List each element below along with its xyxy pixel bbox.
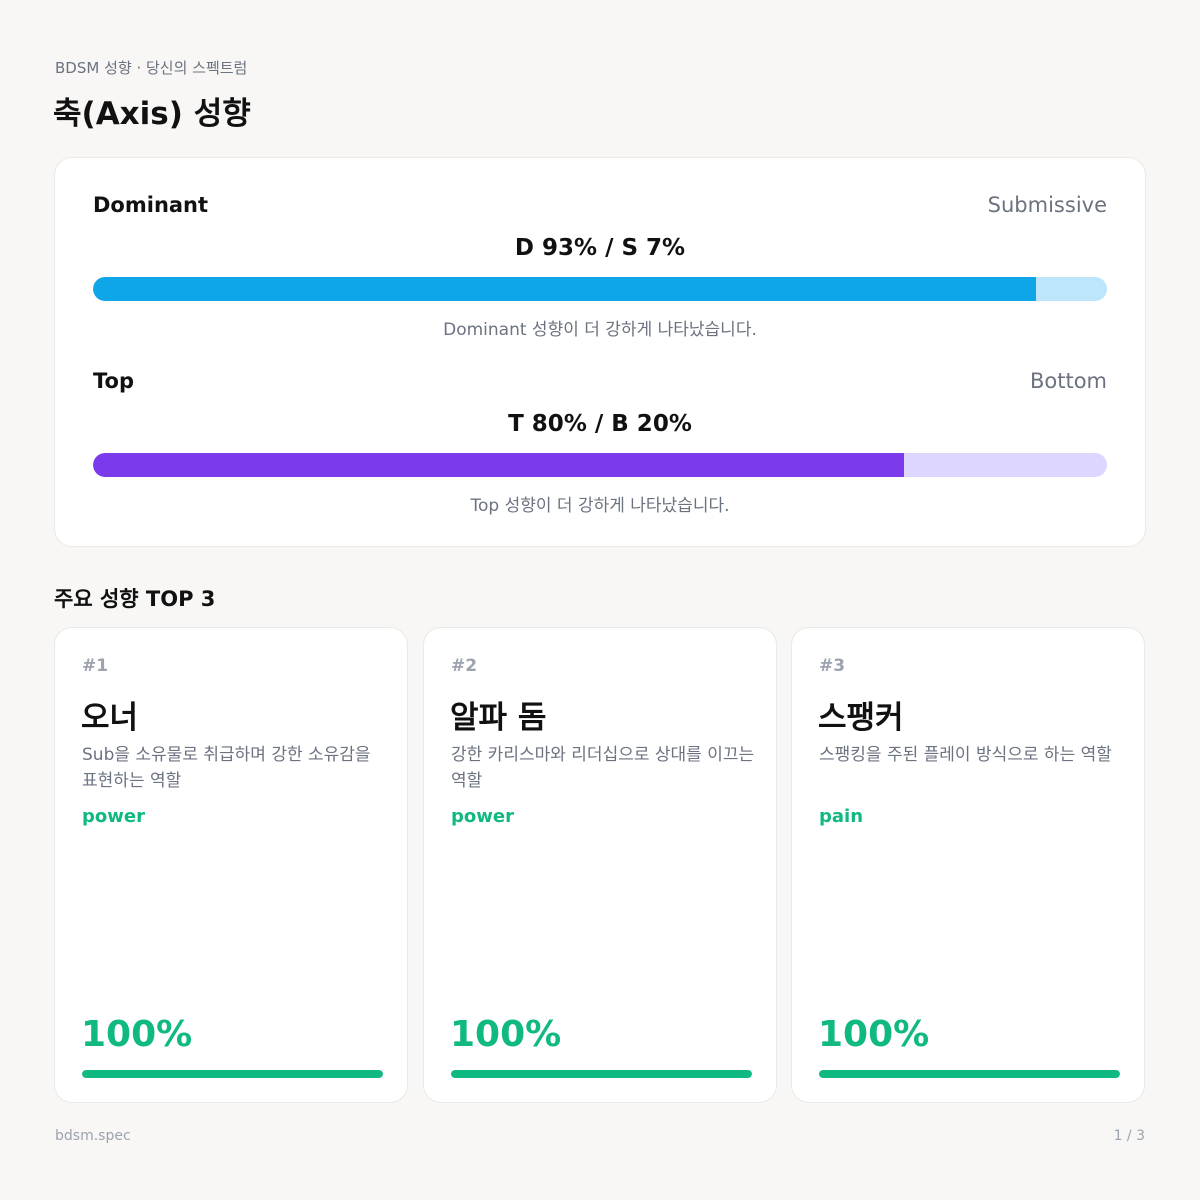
axis-right-label: Bottom [1029, 369, 1107, 393]
axis-right-label: Submissive [987, 193, 1107, 217]
axis-score: T 80% / B 20% [508, 411, 692, 437]
trait-tag: pain [819, 806, 864, 827]
axis-left-label: Dominant [93, 193, 209, 217]
trait-name: 스팽커 [818, 700, 904, 736]
trait-percent: 100% [81, 1014, 193, 1055]
axis-bar-fill [93, 453, 905, 477]
trait-progress-fill [451, 1070, 752, 1078]
axis-bar-track [93, 277, 1107, 301]
trait-card[interactable]: #2 알파 돔 강한 카리스마와 리더십으로 상대를 이끄는 역할 power … [423, 627, 777, 1103]
axis-top-bottom: Top Bottom T 80% / B 20% Top 성향이 더 강하게 나… [93, 367, 1107, 527]
trait-progress-fill [82, 1070, 383, 1078]
trait-description: Sub을 소유물로 취급하며 강한 소유감을 표현하는 역할 [82, 745, 371, 791]
trait-tag: power [451, 806, 514, 827]
trait-card[interactable]: #1 오너 Sub을 소유물로 취급하며 강한 소유감을 표현하는 역할 pow… [54, 627, 408, 1103]
trait-percent: 100% [818, 1014, 930, 1055]
axis-left-label: Top [93, 369, 134, 393]
axis-bar-fill [93, 277, 1037, 301]
trait-rank: #3 [819, 656, 846, 676]
trait-description: 강한 카리스마와 리더십으로 상대를 이끄는 역할 [451, 745, 755, 791]
axis-score: D 93% / S 7% [514, 235, 686, 261]
trait-percent: 100% [450, 1014, 562, 1055]
trait-progress-bar [451, 1070, 752, 1078]
page-title: 축(Axis) 성향 [53, 96, 251, 132]
page-indicator: 1 / 3 [1113, 1128, 1145, 1144]
trait-rank: #2 [451, 656, 478, 676]
trait-progress-fill [819, 1070, 1120, 1078]
trait-rank: #1 [82, 656, 109, 676]
axis-bar-track [93, 453, 1107, 477]
trait-description: 스팽킹을 주된 플레이 방식으로 하는 역할 [819, 745, 1112, 765]
trait-progress-bar [819, 1070, 1120, 1078]
axis-note: Top 성향이 더 강하게 나타났습니다. [470, 496, 730, 516]
trait-name: 오너 [81, 700, 139, 736]
page-subtitle: BDSM 성향 · 당신의 스펙트럼 [55, 59, 248, 77]
trait-card[interactable]: #3 스팽커 스팽킹을 주된 플레이 방식으로 하는 역할 pain 100% [791, 627, 1145, 1103]
trait-progress-bar [82, 1070, 383, 1078]
top-traits-title: 주요 성향 TOP 3 [54, 587, 216, 611]
footer-brand: bdsm.spec [55, 1128, 131, 1144]
axis-card: Dominant Submissive D 93% / S 7% Dominan… [54, 157, 1146, 547]
trait-name: 알파 돔 [450, 700, 547, 736]
axis-dominant-submissive: Dominant Submissive D 93% / S 7% Dominan… [93, 191, 1107, 351]
trait-tag: power [82, 806, 145, 827]
axis-note: Dominant 성향이 더 강하게 나타났습니다. [443, 320, 757, 340]
